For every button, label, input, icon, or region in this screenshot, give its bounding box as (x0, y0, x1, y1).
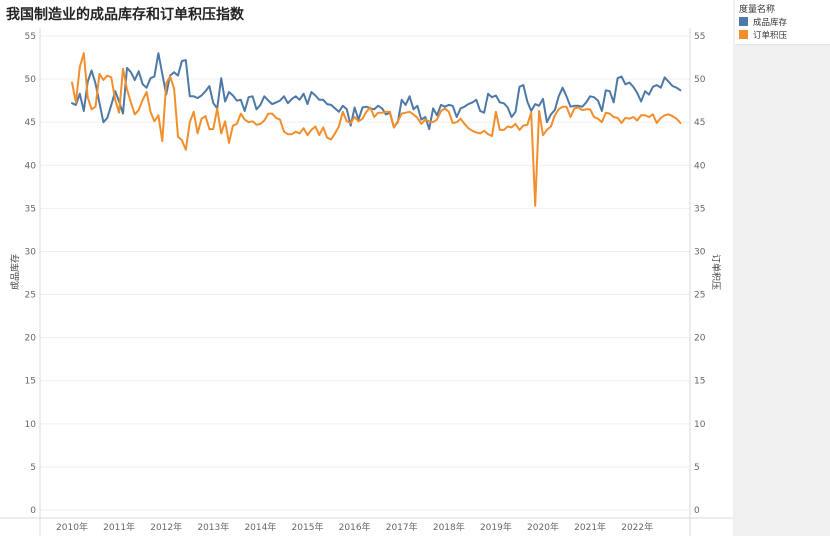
y-tick-label-left: 50 (25, 75, 37, 85)
x-tick-label: 2012年 (150, 521, 182, 533)
legend[interactable]: 度量名称 成品库存 订单积压 (735, 0, 830, 45)
x-tick-label: 2017年 (386, 521, 418, 533)
y-tick-label-right: 15 (694, 377, 705, 387)
y-tick-label-left: 40 (25, 161, 37, 171)
gridlines (40, 35, 690, 511)
y-tick-label-right: 25 (694, 291, 705, 301)
y-tick-label-left: 15 (25, 377, 36, 387)
y-axis-right-ticks: 0 5 10 15 20 25 30 35 40 45 50 55 (694, 32, 706, 516)
x-tick-label: 2016年 (339, 521, 371, 533)
legend-swatch-backlog (739, 30, 748, 39)
y-tick-label-left: 55 (25, 32, 36, 42)
y-tick-label-right: 45 (694, 118, 705, 128)
y-tick-label-right: 40 (694, 161, 706, 171)
x-tick-label: 2022年 (621, 521, 653, 533)
x-tick-label: 2021年 (574, 521, 606, 533)
x-tick-label: 2019年 (480, 521, 512, 533)
x-tick-label: 2014年 (244, 521, 276, 533)
series-line-backlog (71, 52, 682, 207)
y-tick-label-left: 45 (25, 118, 36, 128)
x-tick-label: 2015年 (292, 521, 324, 533)
y-tick-label-right: 55 (694, 32, 705, 42)
x-axis-ticks: 2010年 2011年 2012年 2013年 2014年 2015年 2016年 2017年… (56, 521, 653, 533)
y-tick-label-left: 30 (25, 247, 37, 257)
legend-label-finished-goods: 成品库存 (753, 18, 788, 28)
x-tick-label: 2010年 (56, 521, 88, 533)
y-axis-left-ticks: 0 5 10 15 20 25 30 35 40 45 50 55 (25, 32, 37, 516)
x-tick-label: 2013年 (197, 521, 229, 533)
y-tick-label-right: 35 (694, 204, 705, 214)
legend-swatch-finished-goods (739, 17, 748, 26)
y-tick-label-right: 50 (694, 75, 706, 85)
series-line-finished-goods (71, 52, 682, 131)
dual-axis-line-chart: 0 5 10 15 20 25 30 35 40 45 50 55 0 5 10 15 20 25 30 35 40 4… (0, 28, 733, 536)
y-tick-label-left: 5 (30, 463, 36, 473)
side-panel (733, 0, 830, 536)
y-tick-label-left: 10 (25, 420, 37, 430)
plot-frame (0, 28, 733, 536)
series-lines (71, 52, 682, 207)
y-tick-label-left: 35 (25, 204, 36, 214)
x-tick-label: 2018年 (433, 521, 465, 533)
x-tick-label: 2011年 (103, 521, 135, 533)
y-tick-label-right: 20 (694, 334, 706, 344)
y-axis-right-title: 订单积压 (710, 254, 722, 290)
chart-title: 我国制造业的成品库存和订单积压指数 (6, 7, 244, 23)
legend-title: 度量名称 (739, 5, 776, 15)
legend-label-backlog: 订单积压 (753, 31, 788, 41)
y-axis-left-title: 成品库存 (9, 254, 21, 290)
y-tick-label-left: 0 (30, 506, 36, 516)
y-tick-label-right: 30 (694, 247, 706, 257)
y-tick-label-left: 20 (25, 334, 37, 344)
y-tick-label-right: 0 (694, 506, 700, 516)
y-tick-label-right: 5 (694, 463, 700, 473)
y-tick-label-right: 10 (694, 420, 706, 430)
x-tick-label: 2020年 (527, 521, 559, 533)
y-tick-label-left: 25 (25, 291, 36, 301)
